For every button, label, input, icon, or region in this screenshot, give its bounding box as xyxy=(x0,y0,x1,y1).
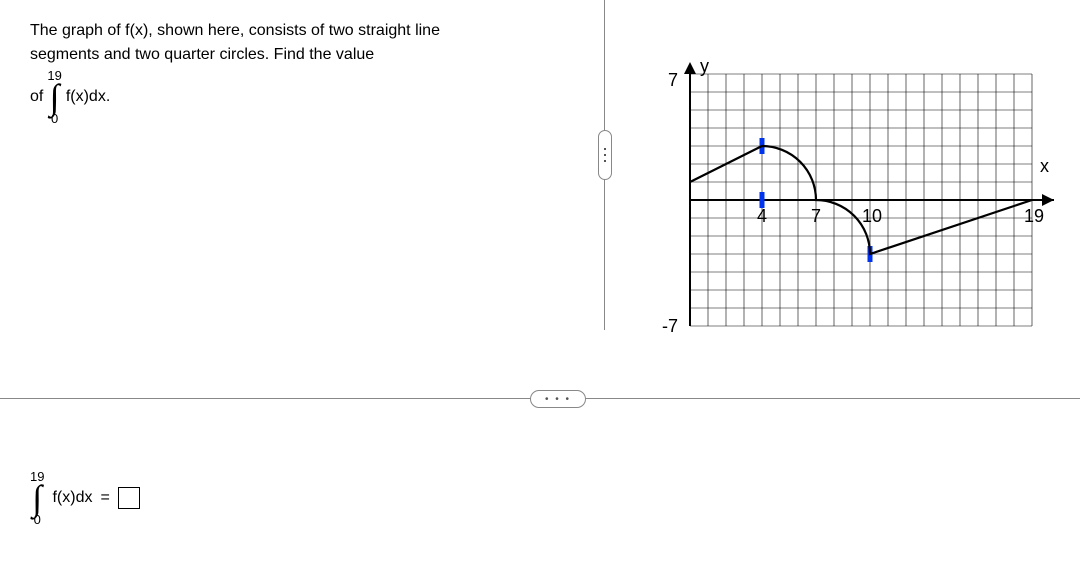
svg-text:7: 7 xyxy=(811,206,821,226)
svg-text:-7: -7 xyxy=(662,316,678,336)
answer-input[interactable] xyxy=(118,487,140,509)
svg-text:x: x xyxy=(1040,156,1049,176)
integrand-question: f(x)dx. xyxy=(66,88,110,106)
svg-text:10: 10 xyxy=(862,206,882,226)
equals-sign: = xyxy=(100,489,109,507)
svg-text:19: 19 xyxy=(1024,206,1044,226)
question-line-2: segments and two quarter circles. Find t… xyxy=(30,44,570,66)
svg-text:y: y xyxy=(700,56,709,76)
svg-text:4: 4 xyxy=(757,206,767,226)
question-line-1: The graph of f(x), shown here, consists … xyxy=(30,20,570,42)
chart: y x 7 -7 4 7 10 19 xyxy=(630,50,1080,365)
integral-symbol-question: 19 ∫ 0 xyxy=(47,69,61,125)
more-button-horizontal[interactable]: • • • xyxy=(530,390,586,408)
of-word: of xyxy=(30,88,43,106)
svg-text:7: 7 xyxy=(668,70,678,90)
integrand-answer: f(x)dx xyxy=(52,489,92,507)
integral-symbol-answer: 19 ∫ 0 xyxy=(30,470,44,526)
more-button-vertical[interactable] xyxy=(598,130,612,180)
